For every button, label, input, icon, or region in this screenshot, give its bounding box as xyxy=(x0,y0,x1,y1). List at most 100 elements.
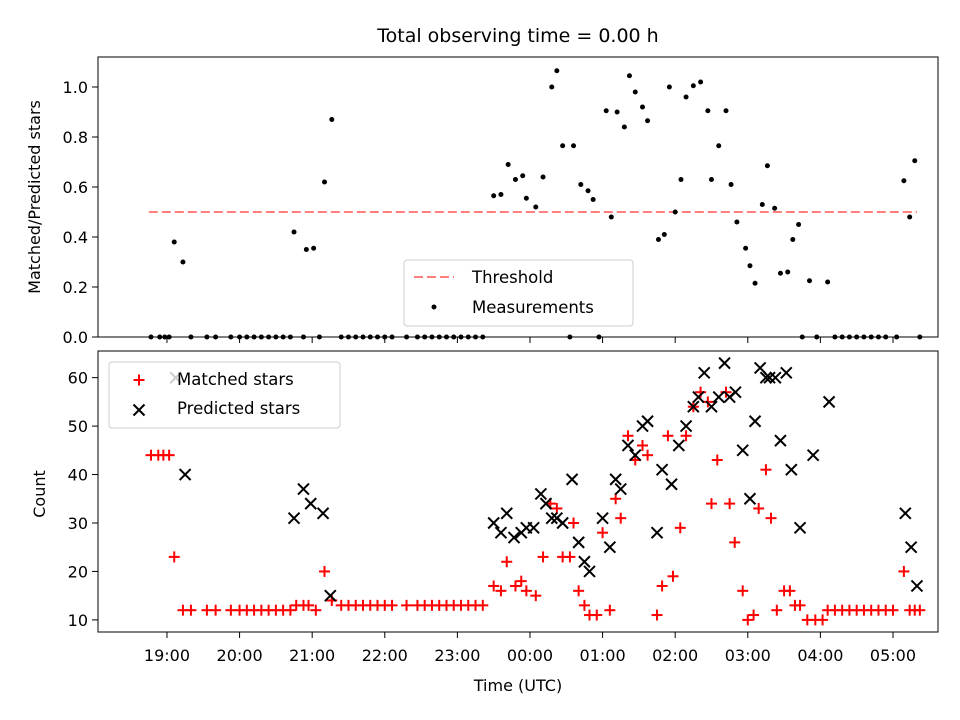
bottom-plot-frame xyxy=(97,350,939,633)
predicted-point xyxy=(572,536,585,549)
x-b xyxy=(583,565,596,578)
x-b xyxy=(614,482,627,496)
measurement-point xyxy=(180,259,186,265)
matched-point xyxy=(748,609,760,621)
x-b xyxy=(904,541,918,554)
measurement-point xyxy=(571,143,577,149)
measurement-point xyxy=(540,174,546,180)
predicted-point xyxy=(679,419,693,433)
predicted-point xyxy=(692,390,705,404)
predicted-point xyxy=(793,521,807,535)
x-b xyxy=(132,403,146,417)
matched-point xyxy=(564,551,576,563)
predicted-point xyxy=(806,448,820,462)
measurement-point xyxy=(560,143,566,149)
top-ylabel: Matched/Predicted stars xyxy=(25,100,44,294)
measurement-point xyxy=(759,202,765,207)
predicted-point xyxy=(614,482,627,496)
legend-measurements-swatch xyxy=(431,304,437,310)
top-panel: Total observing time = 0.00 h Matched/Pr… xyxy=(25,25,939,347)
measurement-point xyxy=(672,209,678,215)
top-ytick-label: 0.0 xyxy=(63,328,88,347)
predicted-point xyxy=(729,385,742,399)
x-b xyxy=(324,589,337,602)
bottom-xtick-label: 01:00 xyxy=(580,646,626,665)
x-b xyxy=(899,507,912,520)
matched-point xyxy=(637,439,649,451)
bottom-xtick-label: 19:00 xyxy=(144,646,190,665)
measurement-point xyxy=(291,229,297,235)
predicted-point xyxy=(304,497,317,510)
matched-point xyxy=(573,585,585,597)
measurement-point xyxy=(678,177,684,182)
matched-point xyxy=(515,575,527,587)
legend-plus-marker xyxy=(133,374,145,386)
matched-point xyxy=(771,604,783,616)
predicted-point xyxy=(785,463,798,476)
measurement-point xyxy=(728,182,734,187)
measurement-point xyxy=(705,108,711,114)
x-b xyxy=(650,526,664,539)
measurement-point xyxy=(690,83,696,89)
x-b xyxy=(596,511,609,525)
x-b xyxy=(572,536,585,549)
measurement-point xyxy=(764,163,770,169)
predicted-point xyxy=(583,565,596,578)
x-b xyxy=(806,448,820,462)
predicted-point xyxy=(596,511,609,525)
predicted-point xyxy=(650,526,664,539)
bottom-xtick-label: 03:00 xyxy=(725,646,771,665)
x-b xyxy=(785,463,798,476)
measurement-point xyxy=(806,278,812,284)
measurement-point xyxy=(752,280,758,286)
predicted-point xyxy=(763,371,776,384)
measurement-point xyxy=(491,193,497,199)
predicted-point xyxy=(178,468,192,481)
matched-point xyxy=(501,556,513,568)
matched-point xyxy=(817,614,829,626)
measurement-point xyxy=(498,192,504,197)
predicted-point xyxy=(527,521,540,535)
matched-point xyxy=(651,609,663,621)
top-legend: Threshold Measurements xyxy=(403,259,634,327)
x-b xyxy=(527,521,540,535)
predicted-point xyxy=(316,507,330,520)
predicted-point xyxy=(534,487,548,501)
matched-point xyxy=(642,449,654,461)
legend-measurements-label: Measurements xyxy=(472,298,594,317)
matched-point xyxy=(520,585,532,597)
bottom-xticks: 19:00 20:00 21:00 22:00 23:00 00:00 01:00 02:00… xyxy=(144,632,916,665)
measurement-point xyxy=(549,84,555,90)
measurement-point xyxy=(645,118,651,124)
predicted-point xyxy=(904,541,918,554)
bottom-ytick-label: 40 xyxy=(68,466,88,485)
matched-point xyxy=(551,502,563,514)
x-b xyxy=(621,439,635,452)
matched-point xyxy=(662,430,674,442)
bottom-ytick-label: 60 xyxy=(68,369,88,388)
predicted-point xyxy=(753,361,767,375)
matched-point xyxy=(680,430,692,442)
measurement-point xyxy=(666,84,672,90)
matched-point xyxy=(477,599,489,611)
x-b xyxy=(780,366,793,380)
matched-point xyxy=(495,585,507,597)
measurement-point xyxy=(734,219,740,225)
bottom-panel: Count Time (UTC) 10 20 30 40 50 60 19:00 20:00… xyxy=(30,350,939,695)
top-ytick-label: 1.0 xyxy=(63,78,88,97)
measurement-point xyxy=(901,178,907,184)
x-b xyxy=(539,497,553,510)
predicted-point xyxy=(507,531,521,544)
predicted-point xyxy=(822,395,836,409)
matched-point xyxy=(185,604,197,616)
top-ytick-label: 0.8 xyxy=(63,128,88,147)
measurement-point xyxy=(661,232,667,237)
measurement-point xyxy=(322,179,328,185)
predicted-point xyxy=(712,390,725,404)
matched-point xyxy=(537,551,549,563)
x-b xyxy=(545,511,558,525)
measurement-point xyxy=(608,214,614,220)
measurement-point xyxy=(655,237,661,242)
bottom-legend: Matched stars Predicted stars xyxy=(108,361,341,429)
